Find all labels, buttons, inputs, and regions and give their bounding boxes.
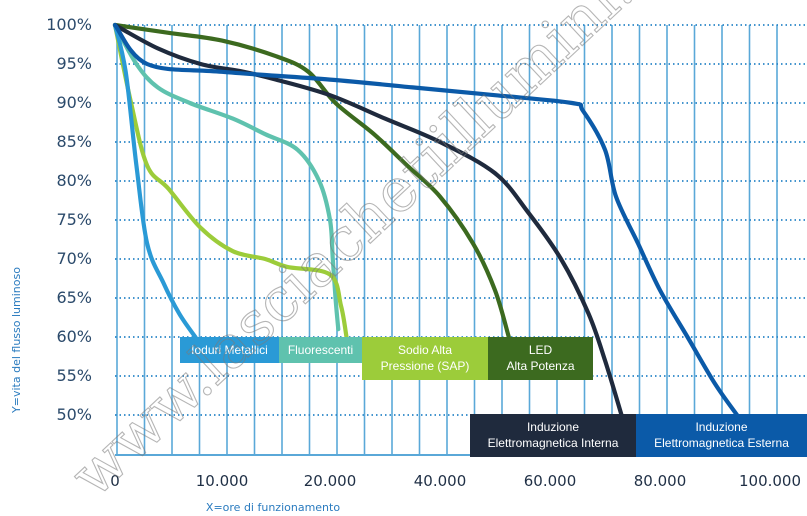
y-tick-label: 70% — [56, 249, 92, 268]
grid — [115, 24, 807, 456]
x-tick-label: 20.000 — [304, 472, 357, 490]
series-label-box — [488, 337, 593, 380]
series-label: Induzione — [527, 420, 579, 434]
y-tick-label: 65% — [56, 288, 92, 307]
x-tick-labels: 0 10.000 20.000 40.000 60.000 80.000 100.000 — [110, 472, 801, 490]
x-axis-title: X=ore di funzionamento — [206, 501, 340, 514]
y-tick-label: 85% — [56, 132, 92, 151]
y-tick-label: 90% — [56, 93, 92, 112]
y-tick-label: 55% — [56, 366, 92, 385]
series-line — [112, 22, 740, 418]
series-line — [112, 22, 198, 340]
series-label: Induzione — [695, 420, 747, 434]
series-label: Ioduri Metallici — [191, 343, 268, 357]
x-tick-label: 0 — [110, 472, 120, 490]
series-label: Fluorescenti — [288, 343, 353, 357]
series-label: Elettromagnetica Interna — [488, 436, 619, 450]
series-label-box — [279, 337, 362, 363]
series-line — [112, 22, 624, 418]
series-label: LED — [529, 343, 553, 357]
series-label-box — [180, 337, 279, 363]
x-tick-label: 40.000 — [414, 472, 467, 490]
series-label-box — [470, 414, 636, 457]
y-tick-label: 100% — [46, 15, 92, 34]
series-lines — [112, 22, 740, 418]
y-tick-label: 75% — [56, 210, 92, 229]
series-label-box — [362, 337, 488, 380]
series-label: Elettromagnetica Esterna — [654, 436, 789, 450]
series-labels: Ioduri Metallici Fluorescenti Sodio Alta Pr… — [180, 337, 807, 457]
y-axis-title: Y=vita del flusso luminoso — [10, 267, 23, 414]
x-tick-label: 80.000 — [634, 472, 687, 490]
series-label: Sodio Alta — [398, 343, 452, 357]
y-tick-label: 60% — [56, 327, 92, 346]
y-tick-label: 95% — [56, 54, 92, 73]
series-line — [112, 22, 341, 332]
series-label: Pressione (SAP) — [381, 359, 470, 373]
x-tick-label: 60.000 — [524, 472, 577, 490]
series-label-box — [636, 414, 807, 457]
series-line — [112, 22, 511, 340]
x-tick-label: 100.000 — [739, 472, 801, 490]
y-tick-label: 50% — [56, 405, 92, 424]
y-tick-labels: 100% 95% 90% 85% 80% 75% 70% 65% 60% 55% 50% — [46, 15, 92, 424]
series-label: Alta Potenza — [506, 359, 574, 373]
x-tick-label: 10.000 — [196, 472, 249, 490]
series-line — [112, 22, 349, 340]
y-tick-label: 80% — [56, 171, 92, 190]
